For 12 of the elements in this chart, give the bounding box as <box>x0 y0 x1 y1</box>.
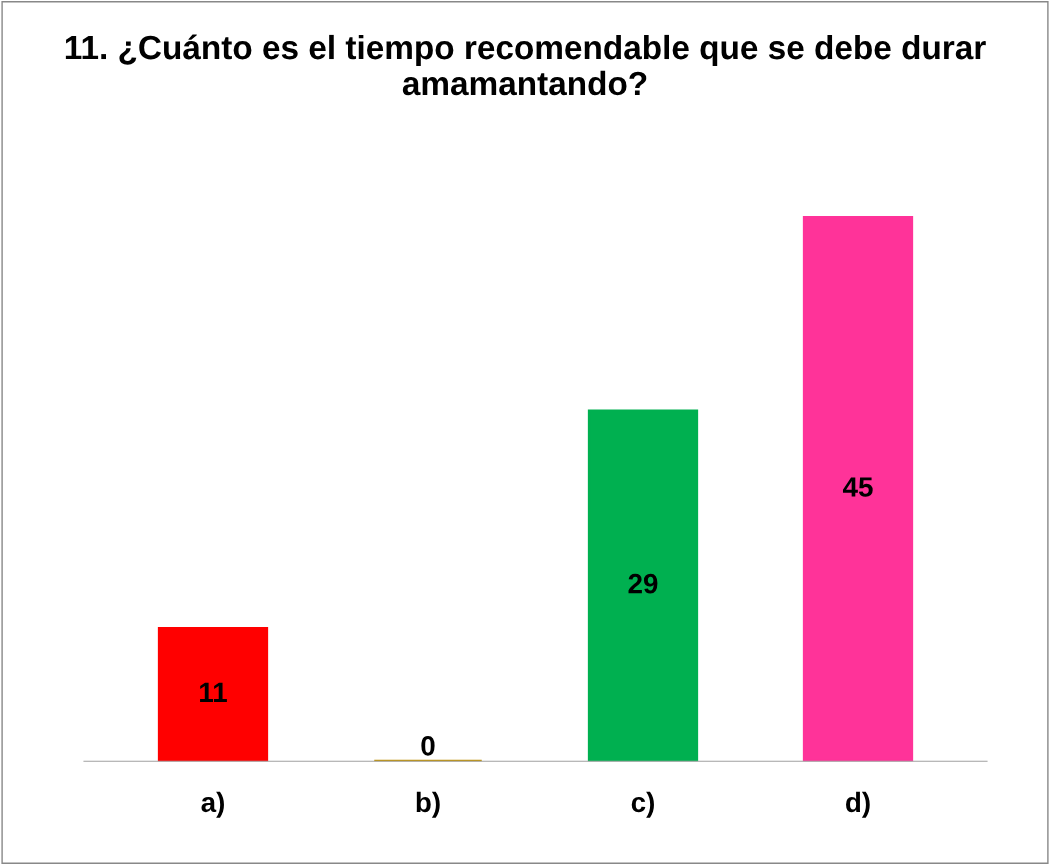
data-label: 11 <box>200 682 227 702</box>
data-label: 29 <box>628 573 658 594</box>
x-tick-label: a) <box>201 791 224 818</box>
chart-title: 11. ¿Cuánto es el tiempo recomendable que se debe durar amamantando? <box>65 34 986 96</box>
bar <box>587 409 699 762</box>
data-label: 0 <box>421 736 435 756</box>
bar <box>802 216 914 762</box>
data-label: 45 <box>842 477 873 497</box>
x-tick-label: c) <box>631 791 654 818</box>
x-tick-label: b) <box>416 791 440 818</box>
bar <box>157 626 269 762</box>
x-tick-label: d) <box>846 791 870 818</box>
